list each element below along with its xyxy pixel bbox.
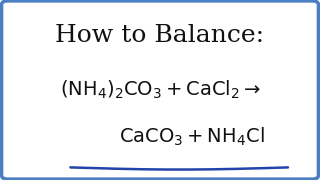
Text: $\mathregular{(NH_4)_2CO_3 + CaCl_2 \rightarrow}$: $\mathregular{(NH_4)_2CO_3 + CaCl_2 \rig… <box>60 79 260 101</box>
FancyBboxPatch shape <box>2 1 318 179</box>
Text: How to Balance:: How to Balance: <box>55 24 265 48</box>
Text: $\mathregular{CaCO_3 + NH_4Cl}$: $\mathregular{CaCO_3 + NH_4Cl}$ <box>119 126 265 148</box>
